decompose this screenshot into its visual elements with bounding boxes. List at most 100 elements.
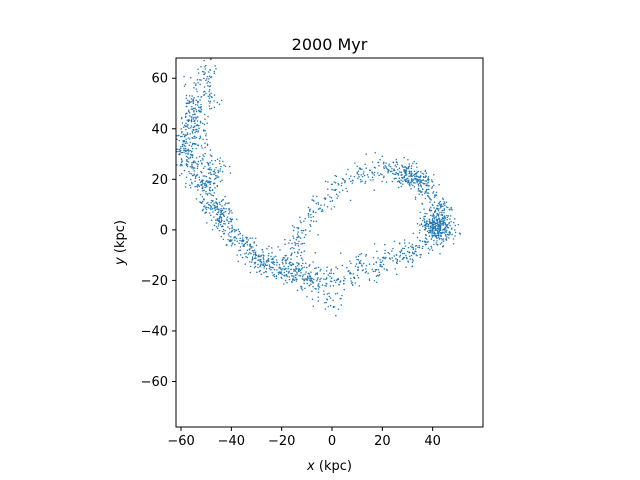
- data-point: [347, 270, 349, 273]
- data-point: [203, 94, 205, 96]
- data-point: [311, 277, 313, 280]
- data-point: [412, 162, 414, 165]
- y-tick-label: 60: [151, 72, 168, 87]
- data-point: [219, 209, 222, 212]
- data-point: [238, 242, 240, 245]
- data-point: [188, 119, 190, 121]
- data-point: [180, 128, 182, 130]
- data-point: [412, 184, 414, 187]
- data-point: [187, 148, 190, 151]
- data-point: [304, 233, 307, 236]
- data-point: [280, 268, 282, 270]
- data-point: [191, 154, 194, 157]
- data-point: [257, 259, 260, 261]
- data-point: [234, 239, 236, 241]
- data-point: [440, 218, 443, 221]
- data-point: [361, 264, 363, 266]
- data-point: [436, 232, 439, 235]
- data-point: [204, 182, 207, 184]
- data-point: [334, 281, 337, 283]
- data-point: [216, 227, 219, 230]
- data-point: [209, 161, 211, 164]
- data-point: [191, 161, 193, 164]
- data-point: [247, 239, 250, 241]
- data-point: [441, 239, 444, 241]
- data-point: [195, 116, 197, 119]
- data-point: [223, 208, 225, 210]
- data-point: [189, 149, 191, 152]
- data-point: [320, 277, 322, 279]
- data-point: [411, 180, 413, 183]
- data-point: [376, 274, 379, 277]
- data-point: [197, 68, 199, 71]
- data-point: [263, 265, 266, 267]
- data-point: [195, 130, 198, 133]
- data-point: [454, 235, 456, 237]
- data-point: [270, 255, 272, 258]
- x-tick-label: −20: [268, 434, 295, 449]
- data-point: [389, 170, 392, 173]
- data-point: [275, 259, 278, 261]
- data-point: [210, 92, 212, 94]
- data-point: [429, 206, 432, 209]
- data-point: [430, 238, 433, 240]
- data-point: [209, 205, 212, 207]
- data-point: [404, 172, 407, 175]
- data-point: [294, 244, 297, 246]
- data-point: [291, 272, 293, 275]
- data-point: [378, 275, 380, 277]
- data-point: [304, 229, 307, 231]
- data-point: [434, 229, 436, 231]
- data-point: [364, 163, 366, 165]
- data-point: [206, 78, 208, 80]
- data-point: [191, 167, 193, 169]
- data-point: [185, 94, 188, 97]
- data-point: [255, 244, 258, 247]
- data-point: [307, 212, 310, 215]
- data-point: [257, 254, 260, 256]
- data-point: [192, 142, 194, 145]
- data-point: [205, 133, 207, 135]
- data-point: [235, 229, 238, 232]
- data-point: [270, 268, 272, 271]
- data-point: [191, 130, 193, 133]
- data-point: [194, 143, 196, 145]
- data-point: [400, 182, 402, 185]
- data-point: [285, 273, 288, 276]
- data-point: [357, 177, 359, 180]
- data-point: [361, 175, 364, 178]
- data-point: [320, 210, 323, 213]
- data-point: [316, 279, 318, 282]
- data-point: [426, 212, 428, 215]
- data-point: [190, 108, 193, 110]
- data-point: [379, 159, 381, 161]
- data-point: [191, 174, 194, 177]
- data-point: [208, 212, 211, 214]
- data-point: [330, 268, 333, 270]
- data-point: [209, 177, 212, 180]
- data-point: [285, 267, 287, 269]
- data-point: [308, 284, 311, 287]
- data-point: [210, 193, 212, 195]
- data-point: [429, 227, 432, 229]
- data-point: [447, 226, 450, 229]
- data-point: [445, 201, 448, 203]
- data-point: [438, 183, 440, 186]
- data-point: [315, 202, 318, 205]
- data-point: [430, 247, 433, 249]
- data-point: [397, 174, 400, 176]
- data-point: [411, 251, 414, 254]
- data-point: [200, 108, 203, 111]
- data-point: [192, 98, 195, 101]
- data-point: [210, 173, 213, 176]
- data-point: [372, 263, 375, 265]
- data-point: [377, 268, 380, 271]
- data-point: [298, 263, 300, 265]
- data-point: [431, 221, 434, 223]
- data-point: [298, 274, 300, 277]
- data-point: [443, 211, 445, 214]
- data-point: [334, 181, 337, 184]
- data-point: [450, 221, 452, 223]
- data-point: [185, 176, 188, 178]
- data-point: [263, 262, 265, 264]
